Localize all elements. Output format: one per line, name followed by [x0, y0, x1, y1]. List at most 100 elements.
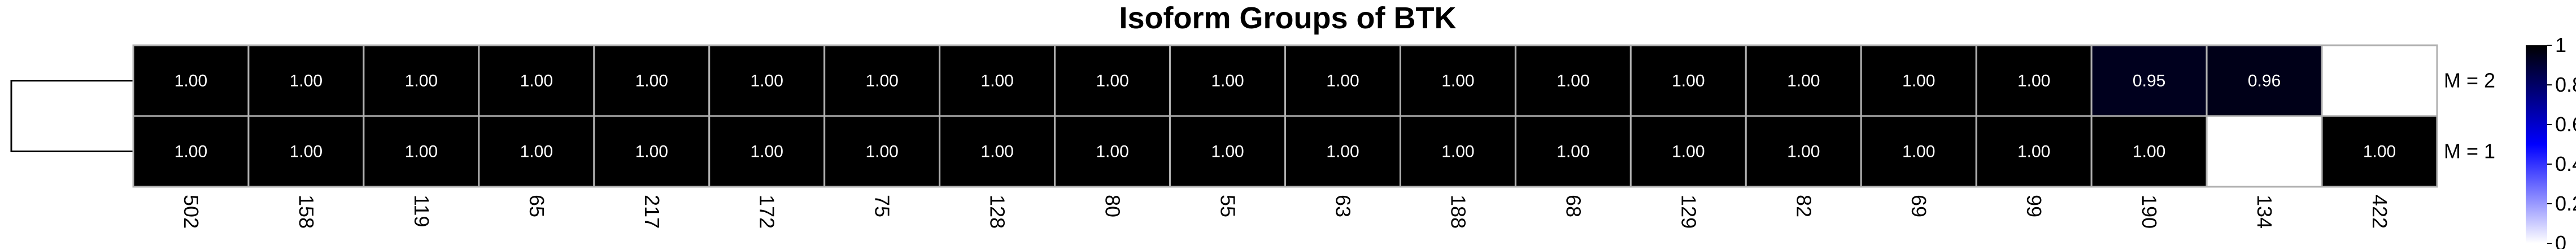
cell-value-label: 1.00 — [290, 72, 322, 91]
cell-value-label: 1.00 — [290, 143, 322, 161]
colorbar: 1 0.8 0.6 0.4 0.2 0 — [2526, 33, 2576, 249]
column-label: 55 — [1217, 195, 1240, 217]
cell-value-label: 1.00 — [520, 72, 553, 91]
column-label: 68 — [1562, 195, 1585, 217]
column-label: 65 — [525, 195, 548, 217]
colorbar-tick-label: 0.8 — [2555, 73, 2576, 96]
cell-value-label: 1.00 — [1096, 143, 1128, 161]
heatmap-cell — [1860, 115, 1977, 188]
heatmap-cell — [247, 44, 365, 117]
cell-value-label: 1.00 — [1557, 72, 1589, 91]
cell-value-label: 1.00 — [980, 72, 1013, 91]
heatmap-cell — [708, 44, 826, 117]
cell-value-label: 1.00 — [2363, 143, 2396, 161]
column-label: 63 — [1331, 195, 1354, 217]
cell-value-label: 1.00 — [1902, 143, 1935, 161]
heatmap-cell — [1975, 115, 2093, 188]
cell-value-label: 1.00 — [1211, 72, 1244, 91]
heatmap-cell — [939, 44, 1056, 117]
column-label: 128 — [986, 195, 1009, 229]
cell-value-label: 1.00 — [1787, 143, 1820, 161]
heatmap-cells: 1.00 1.00 1.00 1.00 1.00 1.00 1.00 1.00 1.00 1.00… — [132, 44, 2438, 188]
cell-value-label: 1.00 — [1557, 143, 1589, 161]
heatmap-cell — [2205, 115, 2323, 188]
colorbar-tick-label: 0.6 — [2555, 113, 2576, 136]
heatmap-cell — [1975, 44, 2093, 117]
chart-title: Isoform Groups of BTK — [1119, 1, 1457, 35]
cell-value-label: 1.00 — [635, 143, 668, 161]
column-label: 217 — [640, 195, 664, 229]
column-label: 502 — [180, 195, 203, 229]
heatmap-cell — [1399, 44, 1516, 117]
cell-value-label: 1.00 — [865, 72, 898, 91]
column-labels: 502 158 119 65 217 172 75 128 80 55 63 188 68 129 82 69… — [180, 195, 2391, 229]
heatmap-cell — [1629, 44, 1747, 117]
colorbar-gradient — [2526, 45, 2547, 243]
column-label: 119 — [410, 195, 433, 227]
row-label: M = 1 — [2444, 140, 2495, 163]
cell-value-label: 1.00 — [405, 143, 438, 161]
heatmap-cell — [363, 44, 480, 117]
cell-value-label: 1.00 — [751, 143, 783, 161]
dendrogram-branch — [10, 80, 133, 152]
cell-value-label: 1.00 — [980, 143, 1013, 161]
heatmap-cell — [2321, 44, 2438, 117]
column-label: 129 — [1677, 195, 1700, 229]
cell-value-label: 1.00 — [2017, 72, 2050, 91]
column-label: 190 — [2138, 195, 2161, 229]
cell-value-label: 1.00 — [1441, 143, 1474, 161]
cell-value-label: 1.00 — [1902, 72, 1935, 91]
colorbar-tick-label: 0 — [2555, 231, 2566, 249]
cell-value-label: 1.00 — [1211, 143, 1244, 161]
heatmap-cell — [1054, 115, 1171, 188]
cell-value-label: 1.00 — [1672, 72, 1705, 91]
colorbar-tick-label: 0.2 — [2555, 192, 2576, 215]
heatmap-cell — [1745, 115, 1862, 188]
heatmap-cell — [1860, 44, 1977, 117]
cell-value-label: 1.00 — [2017, 143, 2050, 161]
heatmap-cell — [132, 115, 250, 188]
cell-value-label: 0.96 — [2248, 72, 2281, 91]
cell-value-label: 1.00 — [1326, 72, 1359, 91]
cell-value-label: 0.95 — [2133, 72, 2165, 91]
heatmap-cell — [478, 115, 595, 188]
cell-value-label: 1.00 — [1787, 72, 1820, 91]
cell-value-label: 1.00 — [635, 72, 668, 91]
heatmap-cell — [132, 44, 250, 117]
column-label: 188 — [1446, 195, 1470, 229]
heatmap-cell — [1169, 44, 1287, 117]
heatmap-cell — [2090, 115, 2208, 188]
cell-value-label: 1.00 — [2133, 143, 2165, 161]
cell-value-label: 1.00 — [1672, 143, 1705, 161]
cell-value-label: 1.00 — [751, 72, 783, 91]
heatmap-cell — [708, 115, 826, 188]
heatmap-cell — [247, 115, 365, 188]
column-label: 99 — [2023, 195, 2046, 217]
heatmap-cell — [2090, 44, 2208, 117]
column-label: 69 — [1907, 195, 1930, 217]
colorbar-tick-label: 0.4 — [2555, 152, 2576, 175]
row-dendrogram — [10, 80, 133, 152]
row-label: M = 2 — [2444, 69, 2495, 92]
heatmap-cell — [2205, 44, 2323, 117]
cell-value-label: 1.00 — [1326, 143, 1359, 161]
cell-value-label: 1.00 — [1441, 72, 1474, 91]
column-label: 172 — [756, 195, 779, 229]
column-label: 80 — [1101, 195, 1124, 217]
heatmap-cell — [363, 115, 480, 188]
heatmap-cell — [2321, 115, 2438, 188]
column-label: 422 — [2368, 195, 2391, 229]
heatmap-cell — [1169, 115, 1287, 188]
cell-value-label: 1.00 — [1096, 72, 1128, 91]
heatmap-cell — [1399, 115, 1516, 188]
column-label: 158 — [295, 195, 318, 229]
column-label: 82 — [1792, 195, 1815, 217]
row-labels: M = 2 M = 1 — [2444, 69, 2495, 163]
column-label: 75 — [871, 195, 894, 217]
cell-value-label: 1.00 — [175, 72, 207, 91]
cell-value-label: 1.00 — [175, 143, 207, 161]
cell-value-label: 1.00 — [520, 143, 553, 161]
colorbar-tick-label: 1 — [2555, 33, 2566, 57]
cell-value-label: 1.00 — [405, 72, 438, 91]
